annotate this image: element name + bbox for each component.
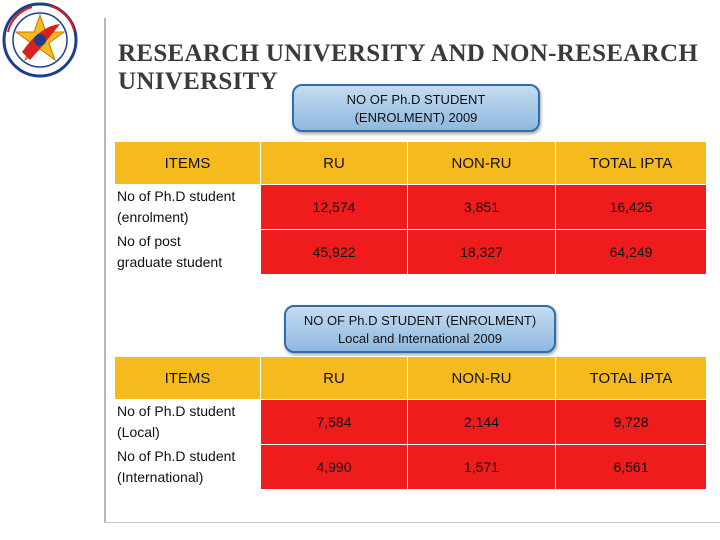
left-divider-line (104, 18, 106, 523)
ru-value: 12,574 (260, 184, 408, 230)
ru-value: 45,922 (260, 229, 408, 275)
total-value: 9,728 (555, 399, 707, 445)
header-non-ru: NON-RU (407, 356, 556, 400)
phd-enrolment-callout: NO OF Ph.D STUDENT (ENROLMENT) 2009 (292, 84, 540, 132)
row-item-label: No of Ph.D student (enrolment) (114, 184, 261, 230)
table-row: No of post graduate student 45,922 18,32… (114, 229, 707, 275)
ru-value: 4,990 (260, 444, 408, 490)
item-label-line: No of post (117, 233, 181, 249)
total-value: 6,561 (555, 444, 707, 490)
item-label-line: (enrolment) (117, 209, 189, 225)
item-label-line: graduate student (117, 254, 223, 270)
callout-line: (ENROLMENT) 2009 (354, 110, 478, 125)
non-ru-value: 2,144 (407, 399, 556, 445)
table-header-row: ITEMS RU NON-RU TOTAL IPTA (114, 141, 707, 185)
table-row: No of Ph.D student (enrolment) 12,574 3,… (114, 184, 707, 230)
non-ru-value: 3,851 (407, 184, 556, 230)
header-items: ITEMS (114, 141, 261, 185)
bottom-divider-line (104, 522, 720, 523)
total-value: 64,249 (555, 229, 707, 275)
header-items: ITEMS (114, 356, 261, 400)
total-value: 16,425 (555, 184, 707, 230)
header-non-ru: NON-RU (407, 141, 556, 185)
row-item-label: No of post graduate student (114, 229, 261, 275)
callout-line: Local and International 2009 (337, 331, 503, 346)
table-row: No of Ph.D student (Local) 7,584 2,144 9… (114, 399, 707, 445)
header-ru: RU (260, 141, 408, 185)
item-label-line: No of Ph.D student (117, 403, 236, 419)
local-international-callout: NO OF Ph.D STUDENT (ENROLMENT) Local and… (284, 305, 556, 353)
local-international-table: ITEMS RU NON-RU TOTAL IPTA No of Ph.D st… (114, 356, 707, 490)
table-header-row: ITEMS RU NON-RU TOTAL IPTA (114, 356, 707, 400)
table-row: No of Ph.D student (International) 4,990… (114, 444, 707, 490)
header-total-ipta: TOTAL IPTA (555, 356, 707, 400)
header-ru: RU (260, 356, 408, 400)
ru-value: 7,584 (260, 399, 408, 445)
item-label-line: (Local) (117, 424, 160, 440)
callout-line: NO OF Ph.D STUDENT (ENROLMENT) (303, 313, 537, 328)
non-ru-value: 18,327 (407, 229, 556, 275)
header-total-ipta: TOTAL IPTA (555, 141, 707, 185)
university-emblem-icon (2, 2, 78, 78)
item-label-line: (International) (117, 469, 204, 485)
callout-line: NO OF Ph.D STUDENT (346, 92, 486, 107)
page-title: RESEARCH UNIVERSITY AND NON-RESEARCH UNI… (118, 40, 699, 95)
item-label-line: No of Ph.D student (117, 448, 236, 464)
item-label-line: No of Ph.D student (117, 188, 236, 204)
row-item-label: No of Ph.D student (Local) (114, 399, 261, 445)
non-ru-value: 1,571 (407, 444, 556, 490)
row-item-label: No of Ph.D student (International) (114, 444, 261, 490)
enrolment-table: ITEMS RU NON-RU TOTAL IPTA No of Ph.D st… (114, 141, 707, 275)
